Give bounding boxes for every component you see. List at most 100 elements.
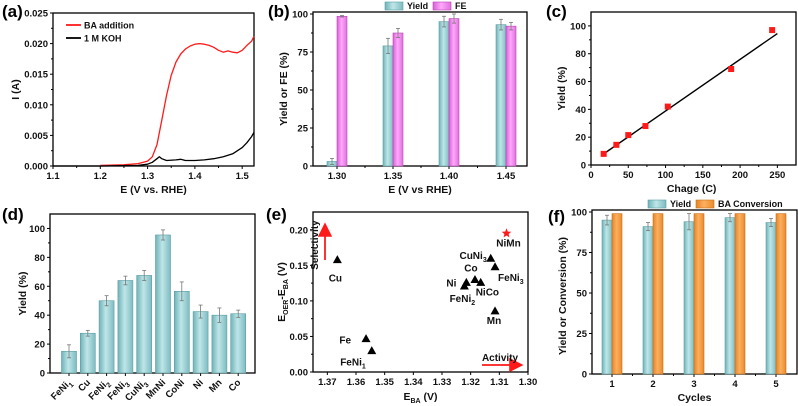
- triangle-marker: [367, 346, 377, 355]
- x-tick-label: 1.35: [384, 171, 403, 182]
- y-tick-label: 0.15: [290, 261, 309, 272]
- panel-e: (e) 0.00 0.05 0.10 0.15 0.20 1.37 1.36 1.35 1.34 1…: [266, 205, 537, 405]
- plot-frame: [590, 11, 797, 166]
- y-axis-label: Yield or Conversion (%): [557, 237, 569, 355]
- bar-yield: [438, 21, 450, 167]
- legend-label-1: 1 M KOH: [84, 34, 122, 44]
- legend-label-0: Yield: [670, 199, 691, 209]
- x-tick-label: 1.36: [347, 377, 366, 388]
- star-marker: [501, 228, 512, 238]
- bar-ba-conversion: [652, 213, 664, 375]
- y-tick-label: 0: [581, 161, 586, 172]
- x-tick-label: 100: [658, 170, 674, 181]
- bar-fe: [392, 32, 404, 167]
- point-label: NiCo: [476, 287, 499, 298]
- bar-fe: [448, 18, 460, 167]
- y-tick-label: 100: [570, 21, 586, 32]
- point-label: CuNi3: [459, 251, 486, 264]
- x-tick-label: 1.30: [519, 377, 538, 388]
- y-tick-label: 25: [297, 124, 308, 135]
- plot-frame: [49, 213, 256, 374]
- series-line-1: [53, 131, 255, 167]
- y-tick-label: 0.020: [24, 39, 48, 50]
- y-tick-label: 0.025: [24, 9, 48, 20]
- triangle-marker: [490, 262, 500, 271]
- y-tick-label: 0.10: [290, 296, 309, 307]
- x-tick-label: Mn: [207, 377, 225, 395]
- x-tick-label: 1.34: [404, 377, 423, 388]
- legend-swatch-0: [384, 1, 404, 11]
- x-tick-label: 1.37: [318, 377, 337, 388]
- y-tick-label: 50: [576, 289, 587, 300]
- x-tick-label: 1.33: [433, 377, 452, 388]
- point-label: NiMn: [496, 238, 520, 249]
- y-tick-label: 40: [575, 105, 586, 116]
- x-tick-label: Ni: [191, 377, 205, 391]
- point-label: Mn: [487, 316, 501, 327]
- panel-label: (b): [268, 2, 290, 21]
- bar-ba-conversion: [775, 213, 787, 375]
- x-tick-label: 1.5: [236, 171, 250, 182]
- legend-label-1: FE: [455, 1, 467, 11]
- x-tick-label: MnNi: [144, 377, 168, 401]
- point-label: Ni: [446, 278, 456, 289]
- x-tick-label: 1.4: [188, 171, 202, 182]
- x-tick-label: 1.40: [440, 171, 459, 182]
- y-tick-label: 0.00: [290, 368, 309, 379]
- y-tick-label: 75: [297, 48, 308, 59]
- x-axis-label: E (V vs RHE): [388, 184, 452, 196]
- y-tick-label: 0.005: [24, 131, 48, 142]
- data-point: [600, 150, 607, 157]
- bar-yield: [98, 300, 115, 374]
- bar-yield: [117, 280, 134, 374]
- x-axis-label: Cycles: [678, 392, 712, 404]
- legend-swatch-1: [432, 1, 452, 11]
- y-axis-label: Yield (%): [556, 67, 568, 111]
- x-tick-label: 200: [732, 170, 748, 181]
- panel-a: (a) 0.000 0.005 0.010 0.015 0.020 0.025 1.1 1.2 1…: [2, 2, 255, 196]
- bar-ba-conversion: [734, 213, 746, 375]
- panel-label: (f): [548, 207, 565, 226]
- bar-ba-conversion: [693, 213, 705, 375]
- bar-yield: [382, 45, 394, 167]
- point-label: FeNi2: [450, 294, 476, 307]
- triangle-marker: [476, 277, 486, 286]
- triangle-marker: [332, 255, 342, 264]
- point-label: FeNi1: [340, 358, 366, 371]
- series-line-0: [100, 36, 255, 167]
- plot-frame: [312, 11, 528, 167]
- x-tick-label: Co: [227, 377, 244, 394]
- y-tick-label: 100: [571, 208, 587, 219]
- y-tick-label: 25: [576, 329, 587, 340]
- y-tick-label: 0.05: [290, 332, 309, 343]
- legend-label-0: Yield: [407, 1, 428, 11]
- bar-yield: [642, 226, 654, 375]
- x-axis-label: E (V vs. RHE): [120, 184, 187, 196]
- triangle-marker: [459, 281, 469, 290]
- triangle-marker: [490, 306, 500, 315]
- y-tick-label: 60: [34, 282, 45, 293]
- y-tick-label: 0.000: [24, 162, 48, 173]
- data-point: [728, 66, 735, 73]
- x-tick-label: 1.35: [375, 377, 394, 388]
- y-tick-label: 80: [34, 253, 45, 264]
- panel-label: (d): [2, 205, 24, 224]
- activity-label: Activity: [482, 353, 519, 364]
- point-label: Fe: [339, 336, 351, 347]
- y-axis-label: I (A): [10, 79, 22, 99]
- y-tick-label: 0.20: [290, 225, 309, 236]
- y-tick-label: 0: [40, 369, 45, 380]
- x-tick-label: 250: [769, 170, 785, 181]
- x-tick-label: 3: [691, 379, 696, 390]
- bar-yield: [601, 219, 613, 375]
- bar-yield: [155, 234, 171, 374]
- bar-ba-conversion: [611, 213, 623, 375]
- x-tick-label: 1: [609, 379, 615, 390]
- panel-label: (a): [2, 2, 23, 21]
- x-axis-label: EBA (V): [403, 391, 437, 405]
- legend-label-1: BA Conversion: [718, 199, 783, 209]
- y-tick-label: 40: [34, 311, 45, 322]
- x-tick-label: 2: [650, 379, 655, 390]
